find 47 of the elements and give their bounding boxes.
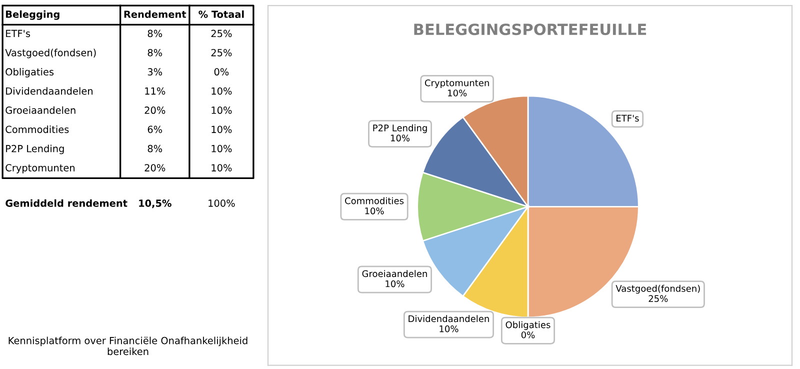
text: 0% bbox=[521, 331, 535, 338]
text: Cryptomunten bbox=[6, 164, 75, 174]
text: 20% bbox=[144, 106, 166, 114]
text: 10% bbox=[212, 144, 232, 152]
text: Groeiaandelen bbox=[6, 106, 76, 114]
text: % Totaal bbox=[198, 10, 244, 18]
slice-label: Commodities bbox=[345, 197, 404, 204]
data-label: 10% bbox=[390, 134, 410, 142]
text: Vastgoed(fondsen) bbox=[5, 48, 96, 58]
text: 10% bbox=[212, 164, 232, 172]
text: 10% bbox=[212, 106, 232, 114]
text: 10% bbox=[212, 87, 232, 95]
chart-title: BELEGGINGSPORTEFEUILLE bbox=[414, 24, 646, 36]
data-label: 10% bbox=[440, 325, 458, 332]
slice-label: Cryptomunten bbox=[424, 79, 489, 88]
text: 3% bbox=[148, 68, 162, 76]
text: Commodities bbox=[6, 126, 69, 134]
text: Dividendaandelen bbox=[6, 87, 92, 95]
text: 10% bbox=[212, 126, 232, 134]
text: 0% bbox=[214, 68, 229, 76]
category-label: Obligaties bbox=[506, 321, 550, 330]
text: Belegging bbox=[6, 10, 60, 20]
text: Obligaties bbox=[6, 68, 54, 78]
data-label: 10% bbox=[365, 207, 384, 214]
slice-label: Vastgoed(fondsen) bbox=[616, 284, 700, 294]
text: 11% bbox=[145, 87, 166, 95]
text: 8% bbox=[148, 48, 162, 56]
text: 25% bbox=[211, 48, 232, 56]
text: 100% bbox=[208, 200, 235, 207]
slice-label: Dividendaandelen bbox=[408, 315, 489, 322]
slice-label: Groeiaandelen bbox=[362, 270, 427, 278]
data-label: 25% bbox=[648, 295, 668, 302]
text: 8% bbox=[148, 144, 162, 152]
data-label: 10% bbox=[448, 90, 467, 96]
text: 8% bbox=[148, 30, 162, 38]
data-label: 10% bbox=[386, 280, 404, 288]
text: Rendement bbox=[124, 10, 186, 18]
text: Kennisplatform over Financiële Onafhankelijkheid bereiken bbox=[8, 336, 248, 356]
text: Gemiddeld rendement bbox=[6, 199, 128, 207]
text: 10,5% bbox=[139, 200, 172, 208]
text: ETF's bbox=[6, 30, 30, 38]
text: P2P Lending bbox=[6, 144, 64, 154]
text: 25% bbox=[211, 30, 232, 38]
slice-label: ETF's bbox=[616, 114, 639, 122]
text: 6% bbox=[148, 126, 162, 134]
text: 20% bbox=[144, 164, 166, 172]
slice-label: P2P Lending bbox=[373, 124, 427, 134]
